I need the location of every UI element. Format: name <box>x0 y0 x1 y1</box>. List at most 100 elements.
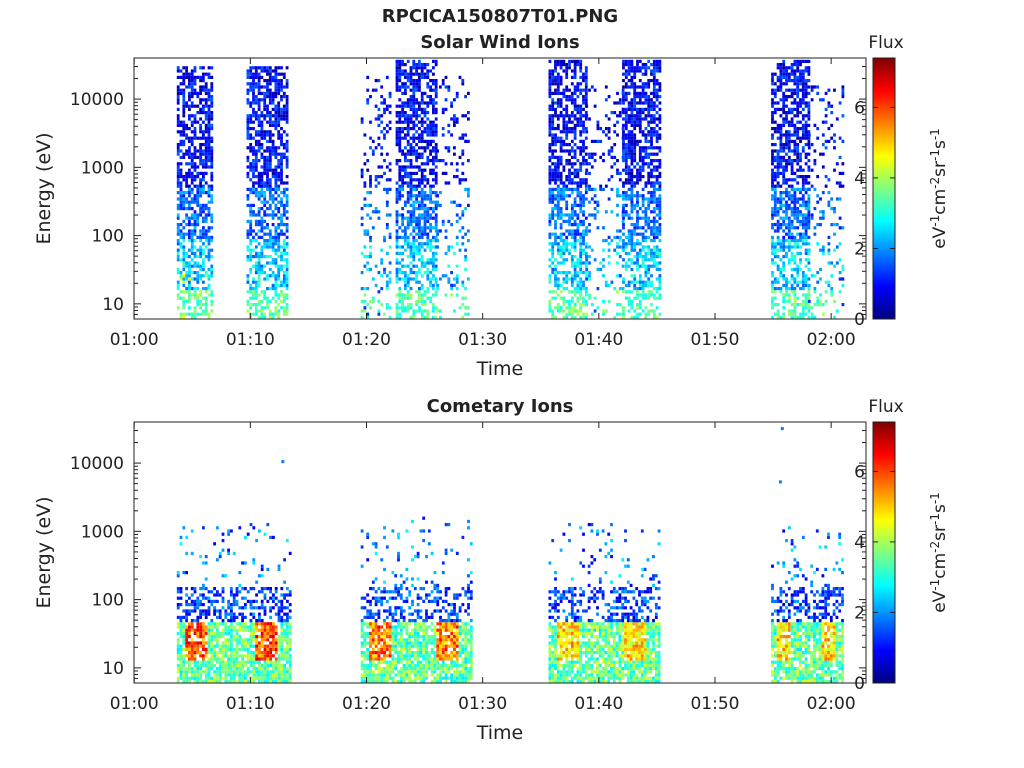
heatmap-cell <box>647 139 651 143</box>
heatmap-cell <box>773 191 777 195</box>
heatmap-cell <box>638 242 642 246</box>
heatmap-cell <box>464 296 467 300</box>
heatmap-cell <box>252 111 255 115</box>
heatmap-cell <box>570 296 574 300</box>
heatmap-cell <box>254 296 258 300</box>
heatmap-cell <box>658 229 662 233</box>
heatmap-cell <box>824 114 828 118</box>
heatmap-cell <box>647 59 651 63</box>
heatmap-cell <box>432 168 435 172</box>
heatmap-cell <box>559 111 563 115</box>
heatmap-cell <box>776 242 780 246</box>
heatmap-cell <box>395 235 399 239</box>
heatmap-cell <box>415 88 418 92</box>
heatmap-cell <box>576 191 580 195</box>
heatmap-cell <box>432 123 435 127</box>
heatmap-cell <box>655 245 659 249</box>
heatmap-cell <box>383 111 386 115</box>
heatmap-cell <box>369 267 372 271</box>
heatmap-cell <box>565 235 569 239</box>
heatmap-cell <box>559 159 563 163</box>
heatmap-cell <box>554 290 557 294</box>
heatmap-cell <box>644 216 648 220</box>
heatmap-cell <box>644 213 648 217</box>
heatmap-cell <box>559 191 563 195</box>
heatmap-cell <box>579 258 583 262</box>
heatmap-cell <box>263 155 267 159</box>
heatmap-cell <box>785 232 788 236</box>
heatmap-cell <box>418 203 421 207</box>
heatmap-cell <box>554 59 557 63</box>
heatmap-cell <box>582 143 585 147</box>
heatmap-cell <box>263 296 267 300</box>
heatmap-cell <box>277 239 281 243</box>
heatmap-cell <box>801 91 805 95</box>
heatmap-cell <box>409 101 413 105</box>
heatmap-cell <box>771 72 774 76</box>
heatmap-cell <box>773 277 777 281</box>
heatmap-cell <box>395 219 399 223</box>
heatmap-cell <box>277 296 281 300</box>
heatmap-cell <box>385 152 389 156</box>
heatmap-cell <box>796 66 800 70</box>
heatmap-cell <box>641 63 645 67</box>
heatmap-cell <box>618 194 622 198</box>
heatmap-cell <box>429 296 432 300</box>
heatmap-cell <box>429 171 432 175</box>
heatmap-cell <box>787 159 791 163</box>
heatmap-cell <box>771 88 774 92</box>
heatmap-cell <box>627 232 631 236</box>
heatmap-cell <box>385 287 389 291</box>
heatmap-cell <box>406 130 410 134</box>
heatmap-cell <box>415 274 418 278</box>
heatmap-cell <box>644 152 648 156</box>
heatmap-cell <box>562 287 566 291</box>
heatmap-cell <box>785 210 788 214</box>
heatmap-cell <box>415 111 418 115</box>
heatmap-cell <box>650 258 653 262</box>
heatmap-cell <box>285 133 289 137</box>
heatmap-cell <box>415 149 418 153</box>
heatmap-cell <box>554 139 557 143</box>
heatmap-cell <box>412 111 416 115</box>
heatmap-cell <box>277 184 281 188</box>
heatmap-cell <box>627 194 631 198</box>
heatmap-cell <box>779 123 783 127</box>
heatmap-cell <box>790 210 794 214</box>
heatmap-cell <box>799 59 802 63</box>
heatmap-cell <box>285 312 289 316</box>
heatmap-cell <box>369 95 372 99</box>
heatmap-cell <box>630 258 634 262</box>
heatmap-cell <box>266 79 269 83</box>
heatmap-cell <box>647 280 651 284</box>
heatmap-cell <box>554 235 557 239</box>
heatmap-cell <box>582 162 585 166</box>
heatmap-cell <box>176 232 180 236</box>
heatmap-cell <box>650 184 653 188</box>
heatmap-cell <box>622 159 625 163</box>
heatmap-cell <box>190 114 194 118</box>
heatmap-cell <box>551 98 555 102</box>
heatmap-cell <box>790 274 794 278</box>
heatmap-cell <box>395 63 399 67</box>
heatmap-cell <box>624 213 628 217</box>
heatmap-cell <box>179 191 183 195</box>
heatmap-cell <box>464 187 467 191</box>
heatmap-cell <box>409 203 413 207</box>
heatmap-cell <box>785 104 788 108</box>
heatmap-cell <box>423 162 427 166</box>
heatmap-cell <box>263 306 267 310</box>
heatmap-cell <box>584 184 588 188</box>
heatmap-cell <box>647 130 651 134</box>
heatmap-cell <box>638 95 642 99</box>
heatmap-cell <box>793 75 797 79</box>
heatmap-cell <box>429 242 432 246</box>
heatmap-cell <box>613 101 617 105</box>
heatmap-cell <box>807 216 811 220</box>
heatmap-cell <box>801 101 805 105</box>
heatmap-cell <box>655 98 659 102</box>
heatmap-cell <box>185 69 188 73</box>
heatmap-cell <box>630 117 634 121</box>
heatmap-cell <box>199 143 202 147</box>
heatmap-cell <box>627 235 631 239</box>
